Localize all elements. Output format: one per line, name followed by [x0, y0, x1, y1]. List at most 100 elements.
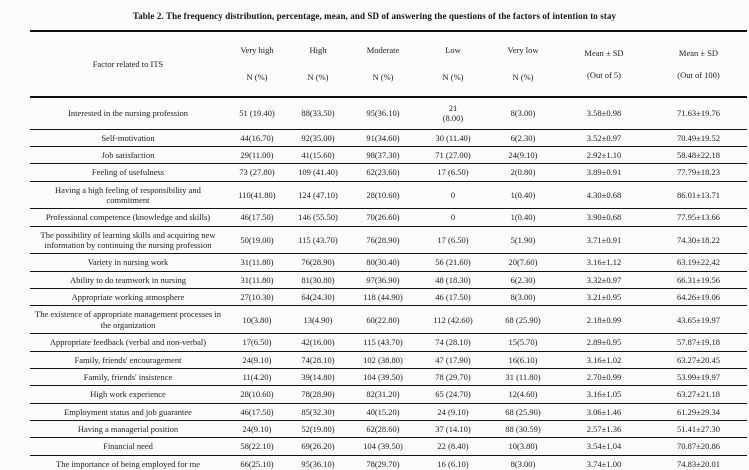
value-cell: 46(17.50)	[240, 406, 274, 417]
value-cell: 115 (43.70)	[298, 234, 338, 245]
value-cell: 8(3.00)	[510, 292, 536, 303]
value-cell: 2(0.80)	[510, 167, 536, 178]
value-cell: 80(30.40)	[366, 257, 400, 268]
table-row: Having a high feeling of responsibility …	[30, 181, 747, 209]
value-cell: 48 (18.30)	[435, 274, 471, 285]
value-cell: 10(3.80)	[508, 441, 538, 452]
value-cell: 88 (30.59)	[505, 423, 541, 434]
value-cell: 16 (6.10)	[437, 458, 469, 469]
value-cell: 42(16.00)	[301, 337, 335, 348]
value-cell: 109 (41.40)	[298, 167, 338, 178]
value-cell: 51.41±27.30	[677, 423, 720, 434]
table-header: Factor related to ITS Very high N (%) Hi…	[30, 31, 747, 97]
table-body: Interested in the nursing profession 51 (…	[30, 97, 747, 470]
value-cell: 37 (14.10)	[435, 423, 471, 434]
factor-cell: Interested in the nursing profession	[68, 107, 188, 118]
value-cell: 31(11.80)	[240, 257, 274, 268]
value-cell: 65 (24.70)	[435, 389, 471, 400]
header-moderate: Moderate N (%)	[366, 45, 400, 83]
table-row: Family, friends' encouragement 24(9.10) 74…	[30, 351, 747, 369]
value-cell: 98(37.30)	[366, 149, 400, 160]
value-cell: 46(17.50)	[240, 212, 274, 223]
value-cell: 3.71±0.91	[586, 234, 622, 245]
value-cell: 3.90±0.68	[586, 212, 622, 223]
table-row: Feeling of usefulness 73 (27.80) 109 (41.4…	[30, 164, 747, 182]
value-cell: 77.95±13.66	[677, 212, 720, 223]
value-cell: 86.01±13.71	[677, 189, 720, 200]
value-cell: 50(19.00)	[240, 234, 274, 245]
value-cell: 44(16.70)	[240, 132, 274, 143]
header-row: Factor related to ITS Very high N (%) Hi…	[30, 31, 747, 97]
value-cell: 24(9.10)	[242, 423, 272, 434]
value-cell: 6(2.30)	[510, 132, 536, 143]
value-cell: 70.49±19.52	[677, 132, 720, 143]
value-cell: 64(24.30)	[301, 292, 335, 303]
value-cell: 47 (17.90)	[435, 354, 471, 365]
value-cell: 78(29.70)	[366, 458, 400, 469]
value-cell: 3.32±0.97	[586, 274, 622, 285]
factor-cell: The existence of appropriate management …	[35, 309, 221, 330]
table-row: High work experience 28(10.60) 78(28.90) 82…	[30, 386, 747, 404]
value-cell: 74 (28.10)	[435, 337, 471, 348]
value-cell: 31 (11.80)	[505, 371, 541, 382]
value-cell: 1(0.40)	[510, 189, 536, 200]
value-cell: 124 (47.10)	[298, 189, 338, 200]
value-cell: 60(22.80)	[366, 314, 400, 325]
value-cell: 51 (19.40)	[239, 107, 275, 118]
factor-cell: Employment status and job guarantee	[64, 406, 192, 417]
value-cell: 70(26.60)	[366, 212, 400, 223]
value-cell: 62(28.60)	[366, 423, 400, 434]
value-cell: 63.19±22.42	[677, 257, 720, 268]
value-cell: 3.16±1.12	[586, 257, 622, 268]
value-cell: 76(28.90)	[366, 234, 400, 245]
factor-cell: Appropriate working atmosphere	[71, 292, 185, 303]
value-cell: 95(36.10)	[366, 107, 400, 118]
value-cell: 81(30.80)	[301, 274, 335, 285]
value-cell: 112 (42.60)	[433, 314, 473, 325]
factor-cell: Having a managerial position	[77, 423, 179, 434]
factor-cell: Having a high feeling of responsibility …	[55, 184, 201, 205]
table-row: Appropriate working atmosphere 27(10.30) 6…	[30, 289, 747, 306]
value-cell: 4.30±0.68	[586, 189, 622, 200]
value-cell: 27(10.30)	[240, 292, 274, 303]
table-title: Table 2. The frequency distribution, per…	[132, 11, 617, 21]
value-cell: 17 (6.50)	[437, 234, 469, 245]
value-cell: 3.16±1.05	[586, 389, 622, 400]
value-cell: 12(4.60)	[508, 389, 538, 400]
value-cell: 85(32.30)	[301, 406, 335, 417]
table-row: The existence of appropriate management …	[30, 306, 747, 334]
value-cell: 74.30±18.22	[677, 234, 720, 245]
header-very-high: Very high N (%)	[240, 45, 274, 83]
value-cell: 39(14.80)	[301, 371, 335, 382]
factor-cell: Ability to do teamwork in nursing	[70, 274, 186, 285]
value-cell: 92(35.00)	[301, 132, 335, 143]
value-cell: 8(3.00)	[510, 458, 536, 469]
value-cell: 41(15.60)	[301, 149, 335, 160]
its-frequency-table: Factor related to ITS Very high N (%) Hi…	[30, 30, 747, 470]
value-cell: 97(36.90)	[366, 274, 400, 285]
value-cell: 20(7.60)	[508, 257, 538, 268]
value-cell: 61.29±29.34	[677, 406, 720, 417]
value-cell: 24(9.10)	[242, 354, 272, 365]
header-low: Low N (%)	[442, 45, 464, 83]
header-high: High N (%)	[307, 45, 329, 83]
table-row: The possibility of learning skills and a…	[30, 226, 747, 254]
value-cell: 3.06±1.46	[586, 406, 622, 417]
value-cell: 88(33.50)	[301, 107, 335, 118]
value-cell: 40(15.20)	[366, 406, 400, 417]
factor-cell: The possibility of learning skills and a…	[40, 229, 216, 251]
header-factor: Factor related to ITS	[30, 31, 226, 97]
value-cell: 3.16±1.02	[586, 354, 622, 365]
value-cell: 17 (6.50)	[437, 167, 469, 178]
value-cell: 71 (27.00)	[435, 149, 471, 160]
table-row: Having a managerial position 24(9.10) 52(1…	[30, 420, 747, 438]
value-cell: 70.87±20.86	[677, 441, 720, 452]
value-cell: 0	[450, 189, 456, 200]
value-cell: 3.58±0.98	[586, 107, 622, 118]
factor-cell: Feeling of usefulness	[91, 167, 165, 178]
value-cell: 63.27±20.45	[677, 354, 720, 365]
value-cell: 69(26.20)	[301, 441, 335, 452]
factor-cell: Family, friends' encouragement	[74, 354, 182, 365]
value-cell: 63.27±21.18	[677, 389, 720, 400]
